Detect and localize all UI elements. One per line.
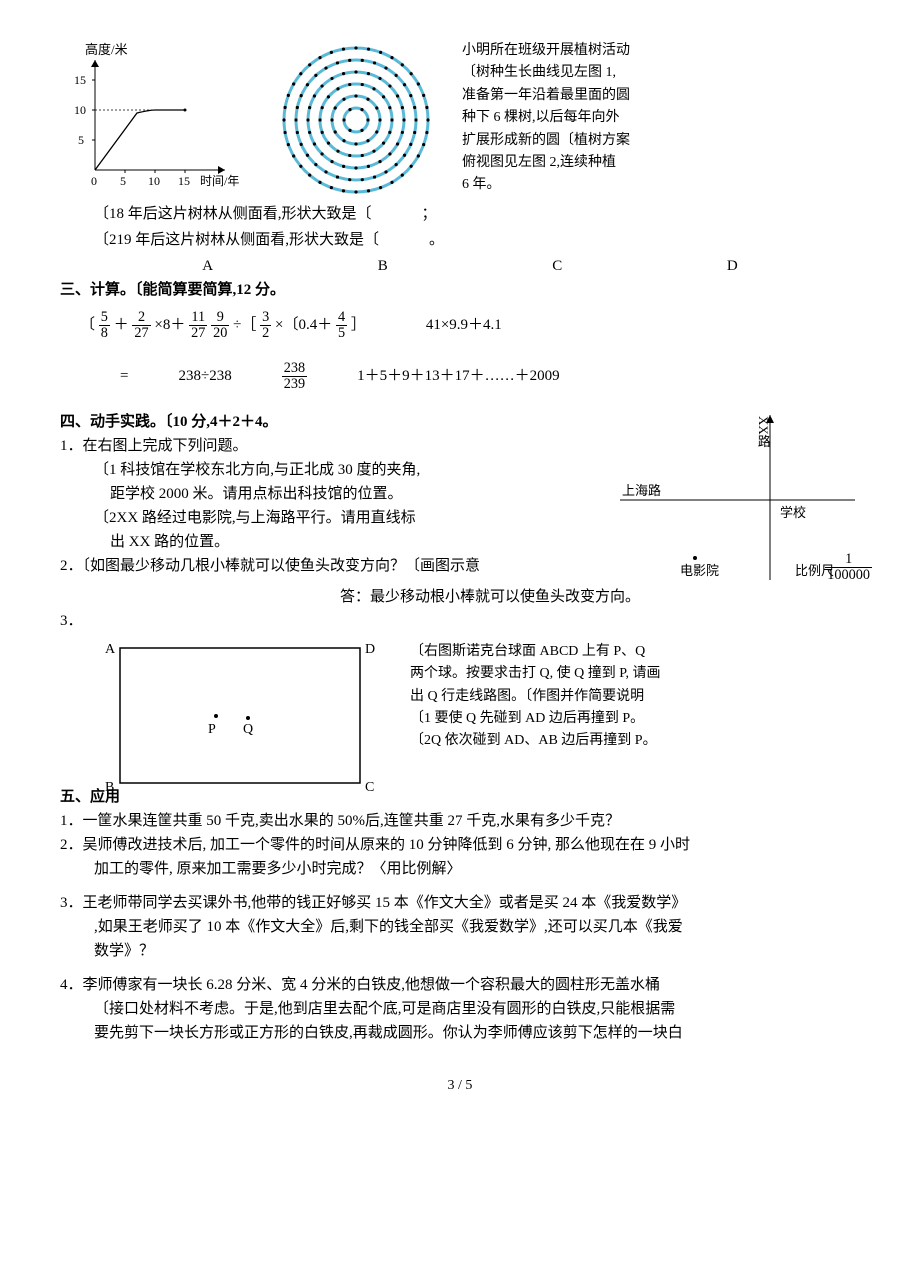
d: 2 [260, 326, 271, 341]
s5-q2a: 2．吴师傅改进技术后, 加工一个零件的时间从原来的 10 分钟降低到 6 分钟,… [60, 833, 860, 857]
svg-text:15: 15 [178, 174, 190, 188]
option-a: A [202, 254, 213, 278]
svg-text:5: 5 [120, 174, 126, 188]
t: ］ [351, 317, 366, 333]
svg-text:10: 10 [148, 174, 160, 188]
t: 1＋5＋9＋13＋17＋……＋2009 [357, 364, 560, 388]
s4-q1b2: 出 XX 路的位置。 [60, 530, 600, 554]
tree-q2: 〔219 年后这片树林从侧面看,形状大致是〔 。 [60, 228, 860, 252]
svg-text:A: A [105, 642, 116, 657]
snooker-diagram: A D B C P Q [90, 633, 380, 803]
north-label: XX路 [752, 416, 773, 448]
t: 238÷238 [178, 364, 231, 388]
svg-text:C: C [365, 780, 374, 795]
ylabel: 高度/米 [85, 42, 128, 57]
s4-q3-text: 〔右图斯诺克台球面 ABCD 上有 P、Q 两个球。按要求击打 Q, 使 Q 撞… [410, 633, 660, 753]
n: 3 [260, 310, 271, 326]
calc-line-2: = 238÷238 238239 1＋5＋9＋13＋17＋……＋2009 [80, 361, 860, 392]
calc-right: 41×9.9＋4.1 [426, 313, 502, 337]
t: ×〔0.4＋ [275, 317, 332, 333]
q-text: 〔18 年后这片树林从侧面看,形状大致是〔 [94, 206, 372, 222]
s4-q2ans: 答：最少移动根小棒就可以使鱼头改变方向。 [60, 585, 860, 609]
d: 5 [336, 326, 347, 341]
d: 239 [282, 377, 307, 392]
s5-q2b: 加工的零件, 原来加工需要多少小时完成？〈用比例解〉 [60, 857, 860, 881]
svg-text:10: 10 [74, 103, 86, 117]
t: ÷［ [233, 317, 256, 333]
desc-line: 小明所在班级开展植树活动 [462, 40, 630, 62]
ring-diagram [276, 40, 436, 200]
svg-text:0: 0 [91, 174, 97, 188]
desc-line: 〔树种生长曲线见左图 1, [462, 62, 630, 84]
scale-frac: 1100000 [825, 552, 872, 583]
n: 9 [211, 310, 229, 326]
tree-q1: 〔18 年后这片树林从侧面看,形状大致是〔 ； [60, 202, 860, 226]
s5-q3a: 3．王老师带同学去买课外书,他带的钱正好够买 15 本《作文大全》或者是买 24… [60, 891, 860, 915]
n: 4 [336, 310, 347, 326]
section3-title: 三、计算。〔能简算要简算,12 分。 [60, 278, 860, 302]
s4-q1b: 〔2XX 路经过电影院,与上海路平行。请用直线标 [60, 506, 600, 530]
d: 20 [211, 326, 229, 341]
figure-row: 高度/米 5 10 15 0 5 10 15 时间/年 [60, 40, 860, 200]
tree-description: 小明所在班级开展植树活动 〔树种生长曲线见左图 1, 准备第一年沿着最里面的圆 … [462, 40, 630, 197]
n: 238 [282, 361, 307, 377]
d: 27 [189, 326, 207, 341]
road-label: 上海路 [622, 483, 661, 498]
q-suffix: 。 [429, 232, 444, 248]
t: ×8＋ [154, 317, 185, 333]
svg-text:D: D [365, 642, 375, 657]
line: 出 Q 行走线路图。〔作图并作简要说明 [410, 686, 660, 708]
line: 两个球。按要求击打 Q, 使 Q 撞到 P, 请画 [410, 663, 660, 685]
d: 8 [99, 326, 110, 341]
s4-q1a2: 距学校 2000 米。请用点标出科技馆的位置。 [60, 482, 600, 506]
calc-line-1: 〔 58 ＋ 227 ×8＋ 1127 920 ÷［ 32 ×〔0.4＋ 45 … [80, 310, 860, 341]
s5-q4c: 要先剪下一块长方形或正方形的白铁皮,再裁成圆形。你认为李师傅应该剪下怎样的一块白 [60, 1021, 860, 1045]
s5-q1: 1．一筐水果连筐共重 50 千克,卖出水果的 50%后,连筐共重 27 千克,水… [60, 809, 860, 833]
option-b: B [378, 254, 388, 278]
svg-text:15: 15 [74, 73, 86, 87]
q-suffix: ； [422, 206, 437, 222]
s4-q1: 1．在右图上完成下列问题。 [60, 434, 600, 458]
t: = [120, 364, 128, 388]
option-c: C [552, 254, 562, 278]
growth-chart: 高度/米 5 10 15 0 5 10 15 时间/年 [60, 40, 250, 190]
desc-line: 俯视图见左图 2,连续种植 [462, 152, 630, 174]
n: 1 [825, 552, 872, 568]
svg-text:Q: Q [243, 722, 253, 737]
desc-line: 6 年。 [462, 174, 630, 196]
svg-text:5: 5 [78, 133, 84, 147]
option-d: D [727, 254, 738, 278]
cinema-label: 电影院 [680, 563, 719, 578]
s5-q4a: 4．李师傅家有一块长 6.28 分米、宽 4 分米的白铁皮,他想做一个容积最大的… [60, 973, 860, 997]
s4-q3: 3． [60, 609, 860, 633]
n: 5 [99, 310, 110, 326]
desc-line: 准备第一年沿着最里面的圆 [462, 85, 630, 107]
t: ＋ [114, 317, 129, 333]
line: 〔2Q 依次碰到 AD、AB 边后再撞到 P。 [410, 730, 660, 752]
desc-line: 种下 6 棵树,以后每年向外 [462, 107, 630, 129]
line: 〔1 要使 Q 先碰到 AD 边后再撞到 P。 [410, 708, 660, 730]
page-footer: 3 / 5 [60, 1075, 860, 1097]
s4-q1a: 〔1 科技馆在学校东北方向,与正北成 30 度的夹角, [60, 458, 600, 482]
line: 〔右图斯诺克台球面 ABCD 上有 P、Q [410, 641, 660, 663]
map-diagram: 上海路 学校 电影院 比例尺 XX路 1100000 [600, 410, 860, 585]
xlabel: 时间/年 [200, 174, 239, 188]
svg-text:P: P [208, 722, 216, 737]
section4-title: 四、动手实践。〔10 分,4＋2＋4。 [60, 410, 600, 434]
mc-options: A B C D [60, 254, 860, 278]
desc-line: 扩展形成新的圆〔植树方案 [462, 130, 630, 152]
t: 〔 [80, 317, 95, 333]
n: 11 [189, 310, 207, 326]
s5-q3b: ,如果王老师买了 10 本《作文大全》后,剩下的钱全部买《我爱数学》,还可以买几… [60, 915, 860, 939]
s5-q3c: 数学》？ [60, 939, 860, 963]
s5-q4b: 〔接口处材料不考虑。于是,他到店里去配个底,可是商店里没有圆形的白铁皮,只能根据… [60, 997, 860, 1021]
q-text: 〔219 年后这片树林从侧面看,形状大致是〔 [94, 232, 379, 248]
d: 27 [132, 326, 150, 341]
d: 100000 [825, 568, 872, 583]
n: 2 [132, 310, 150, 326]
s4-q2: 2．〔如图最少移动几根小棒就可以使鱼头改变方向？〔画图示意 [60, 554, 600, 578]
school-label: 学校 [780, 505, 806, 520]
